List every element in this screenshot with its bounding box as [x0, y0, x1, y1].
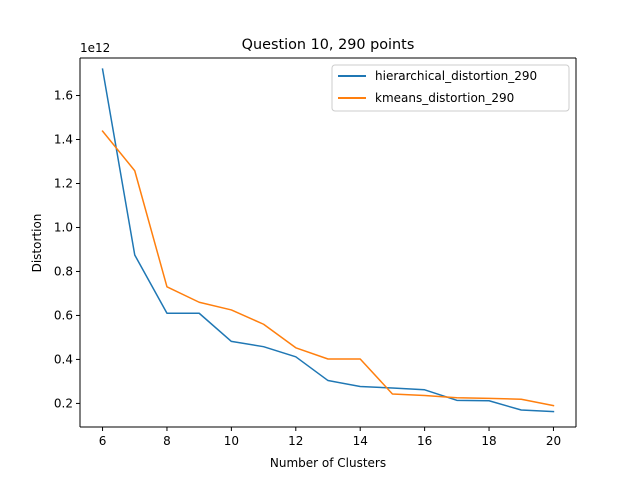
y-tick-label: 1.4 [54, 133, 73, 147]
y-tick-label: 0.2 [54, 396, 73, 410]
x-axis-label: Number of Clusters [270, 456, 386, 470]
y-axis-label: Distortion [30, 214, 44, 273]
x-tick-label: 14 [353, 434, 368, 448]
legend-box [331, 64, 570, 112]
series-layer [101, 68, 555, 413]
legend-label-kmeans: kmeans_distortion_290 [375, 91, 514, 105]
plot-area [80, 58, 576, 427]
series-line-1 [101, 130, 555, 407]
y-tick-label: 1.2 [54, 176, 73, 190]
x-tick-label: 6 [99, 434, 107, 448]
y-tick-label: 0.8 [54, 264, 73, 278]
y-ticks: 0.2 0.4 0.6 0.8 1.0 1.2 1.4 1.6 [54, 89, 80, 410]
y-tick-label: 1.6 [54, 89, 73, 103]
legend-label-hierarchical: hierarchical_distortion_290 [375, 69, 537, 83]
x-tick-label: 10 [224, 434, 239, 448]
chart-title: Question 10, 290 points [242, 37, 415, 53]
legend: hierarchical_distortion_290 kmeans_disto… [331, 64, 570, 112]
y-tick-label: 1.0 [54, 220, 73, 234]
x-tick-label: 18 [481, 434, 496, 448]
x-tick-label: 8 [163, 434, 171, 448]
x-tick-label: 16 [417, 434, 432, 448]
y-offset-label: 1e12 [80, 41, 110, 55]
y-tick-label: 0.6 [54, 308, 73, 322]
x-tick-label: 20 [546, 434, 561, 448]
x-tick-label: 12 [288, 434, 303, 448]
y-tick-label: 0.4 [54, 352, 73, 366]
series-line-0 [101, 68, 555, 413]
x-ticks: 6 8 10 12 14 16 18 20 [99, 427, 561, 448]
